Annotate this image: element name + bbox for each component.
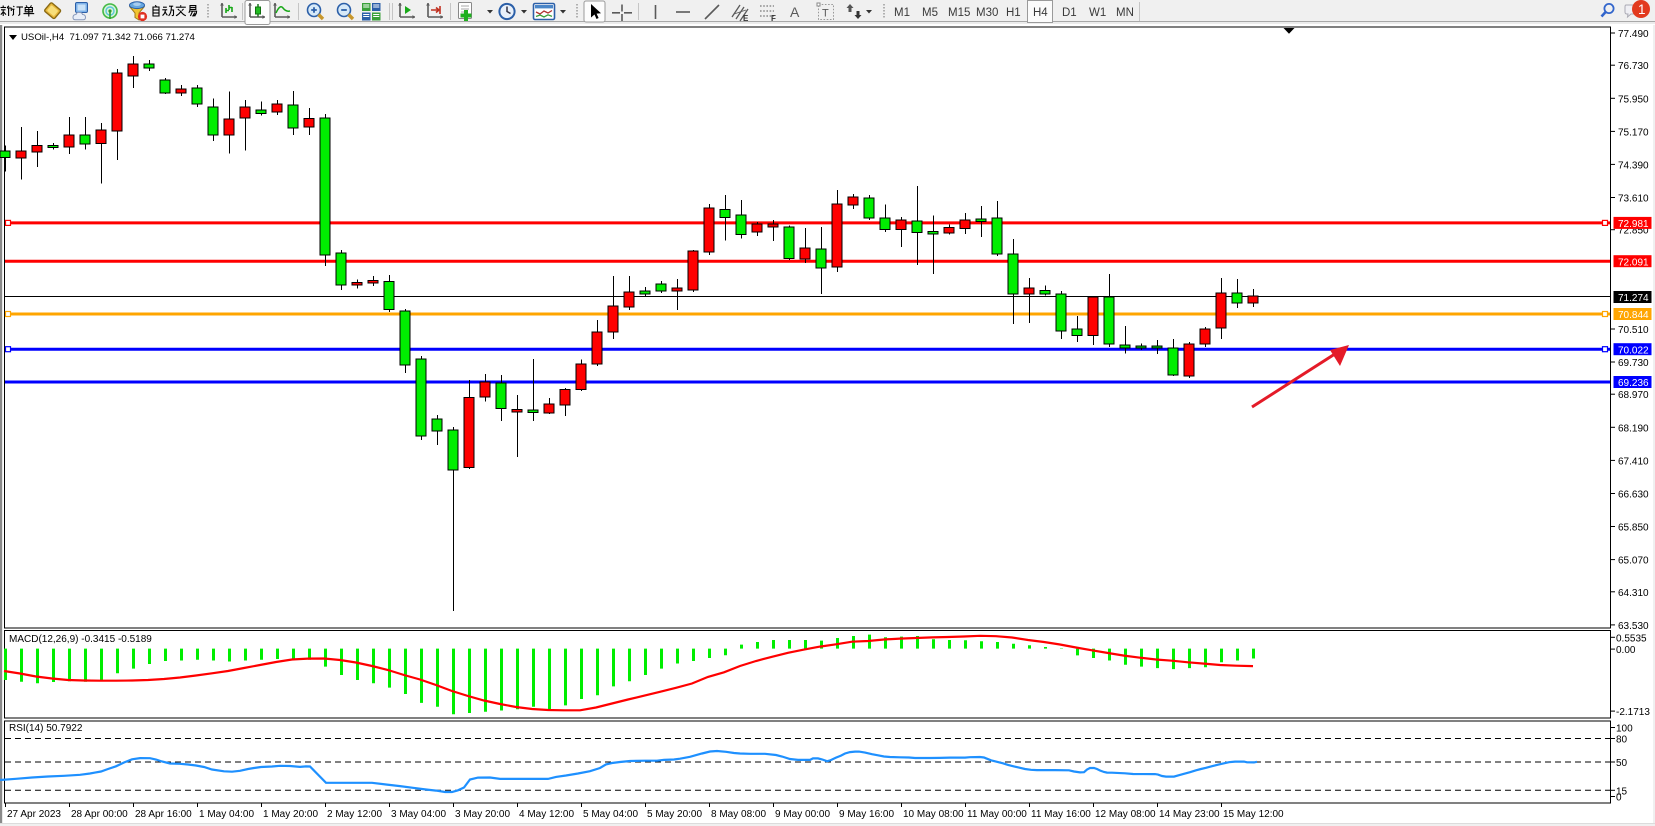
svg-text:5 May 04:00: 5 May 04:00 [583,809,638,820]
svg-text:12 May 08:00: 12 May 08:00 [1095,809,1156,820]
svg-text:3 May 04:00: 3 May 04:00 [391,809,446,820]
svg-text:68.190: 68.190 [1618,423,1649,434]
svg-text:1: 1 [1638,2,1646,17]
svg-text:69.236: 69.236 [1618,378,1649,389]
svg-text:75.170: 75.170 [1618,127,1649,138]
svg-text:28 Apr 16:00: 28 Apr 16:00 [135,809,192,820]
svg-text:M15: M15 [948,7,970,19]
svg-text:9 May 00:00: 9 May 00:00 [775,809,830,820]
svg-text:63.530: 63.530 [1618,621,1649,632]
svg-text:77.490: 77.490 [1618,29,1649,40]
svg-text:65.850: 65.850 [1618,523,1649,534]
svg-text:74.390: 74.390 [1618,160,1649,171]
svg-text:USOil-,H4 71.097 71.342 71.06: USOil-,H4 71.097 71.342 71.066 71.274 [21,32,196,43]
svg-text:RSI(14) 50.7922: RSI(14) 50.7922 [9,723,83,734]
svg-text:69.730: 69.730 [1618,358,1649,369]
svg-text:64.310: 64.310 [1618,588,1649,599]
svg-text:H4: H4 [1033,7,1048,19]
svg-text:72.850: 72.850 [1618,226,1649,237]
svg-text:F: F [771,14,776,23]
svg-text:4 May 12:00: 4 May 12:00 [519,809,574,820]
svg-text:M30: M30 [976,7,998,19]
svg-text:27 Apr 2023: 27 Apr 2023 [7,809,61,820]
svg-text:76.730: 76.730 [1618,61,1649,72]
svg-text:70.844: 70.844 [1618,310,1649,321]
svg-text:0.00: 0.00 [1616,645,1636,656]
svg-text:W1: W1 [1089,7,1106,19]
svg-text:65.070: 65.070 [1618,556,1649,567]
svg-text:100: 100 [1616,724,1633,735]
svg-text:10 May 08:00: 10 May 08:00 [903,809,964,820]
svg-text:H1: H1 [1006,7,1021,19]
svg-text:0.5535: 0.5535 [1616,633,1647,644]
svg-text:68.970: 68.970 [1618,390,1649,401]
svg-text:80: 80 [1616,735,1628,746]
svg-text:E: E [743,14,749,23]
svg-text:MACD(12,26,9) -0.3415 -0.5189: MACD(12,26,9) -0.3415 -0.5189 [9,634,152,645]
svg-text:28 Apr 00:00: 28 Apr 00:00 [71,809,128,820]
svg-text:8 May 08:00: 8 May 08:00 [711,809,766,820]
svg-text:5 May 20:00: 5 May 20:00 [647,809,702,820]
svg-text:15: 15 [1616,786,1628,797]
svg-text:M1: M1 [894,7,910,19]
svg-text:15 May 12:00: 15 May 12:00 [1223,809,1284,820]
svg-text:2 May 12:00: 2 May 12:00 [327,809,382,820]
svg-text:70.510: 70.510 [1618,325,1649,336]
svg-text:75.950: 75.950 [1618,94,1649,105]
svg-text:9 May 16:00: 9 May 16:00 [839,809,894,820]
svg-text:67.410: 67.410 [1618,456,1649,467]
svg-text:72.091: 72.091 [1618,257,1649,268]
svg-text:M5: M5 [922,7,938,19]
svg-text:50: 50 [1616,758,1628,769]
svg-text:T: T [822,8,829,20]
svg-text:11 May 00:00: 11 May 00:00 [967,809,1027,820]
svg-text:MN: MN [1116,7,1134,19]
svg-text:3 May 20:00: 3 May 20:00 [455,809,510,820]
svg-text:14 May 23:00: 14 May 23:00 [1159,809,1220,820]
svg-text:73.610: 73.610 [1618,194,1649,205]
svg-text:1 May 04:00: 1 May 04:00 [199,809,254,820]
svg-text:72.981: 72.981 [1618,219,1649,230]
svg-text:1 May 20:00: 1 May 20:00 [263,809,318,820]
svg-text:66.630: 66.630 [1618,490,1649,501]
svg-text:71.274: 71.274 [1618,293,1649,304]
svg-text:D1: D1 [1062,7,1077,19]
svg-text:0: 0 [1616,793,1622,804]
svg-text:11 May 16:00: 11 May 16:00 [1031,809,1091,820]
svg-text:A: A [790,4,800,20]
svg-text:-2.1713: -2.1713 [1616,707,1650,718]
svg-text:70.022: 70.022 [1618,345,1649,356]
